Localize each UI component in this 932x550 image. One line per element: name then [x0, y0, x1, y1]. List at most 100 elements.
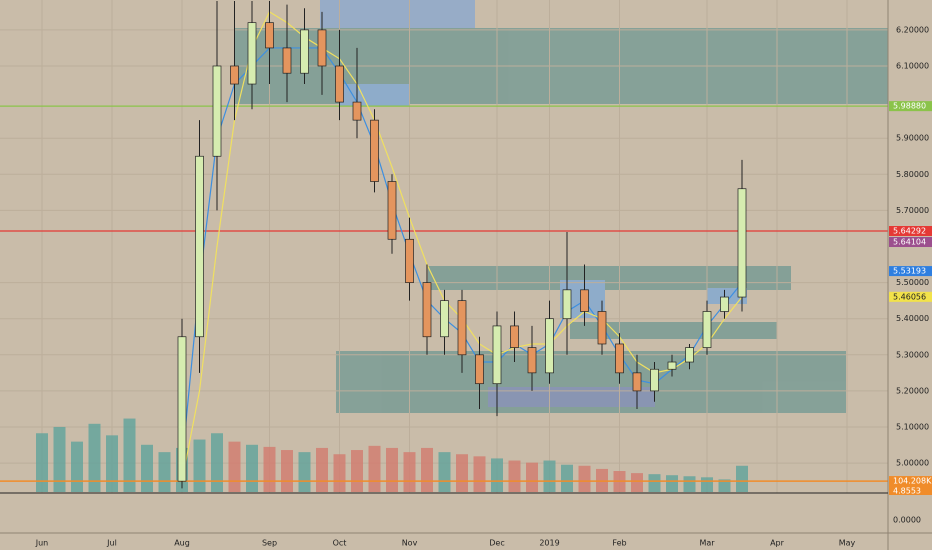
candle-body: [177, 336, 187, 482]
volume-bar: [298, 452, 311, 492]
low-label: 4.8553: [893, 487, 921, 496]
candle-body: [352, 101, 362, 121]
volume-bar: [141, 444, 153, 492]
price-label: 5.98880: [893, 102, 926, 111]
candle-body: [702, 311, 712, 348]
volume-label-box: [889, 476, 932, 487]
candle-body: [562, 289, 572, 320]
candle-body: [247, 22, 257, 85]
candle-body: [737, 188, 747, 298]
volume-bar: [403, 452, 416, 492]
volume-bar: [53, 426, 66, 492]
x-tick-label: Sep: [262, 539, 277, 548]
candle-body: [405, 238, 414, 283]
price-label: 5.64292: [893, 227, 926, 236]
volume-bar: [491, 458, 503, 492]
candle-body: [650, 368, 659, 392]
price-label-box: [889, 237, 932, 248]
candle-body: [615, 343, 624, 374]
zone: [340, 84, 410, 106]
price-label: 5.64104: [893, 238, 926, 247]
y-tick-label: 5.20000: [896, 386, 929, 395]
candle-body: [580, 289, 589, 312]
volume-bar: [316, 447, 328, 492]
candle-body: [457, 300, 467, 356]
volume-bar: [718, 479, 731, 492]
volume-bar: [106, 435, 118, 492]
volume-bar: [211, 433, 223, 492]
zone: [428, 266, 791, 290]
y-tick-label: 5.90000: [896, 134, 929, 143]
volume-bar: [508, 460, 521, 492]
candle-body: [510, 325, 519, 348]
x-tick-label: Oct: [333, 539, 347, 548]
volume-bar: [36, 433, 48, 492]
volume-bar: [333, 454, 346, 492]
y-tick-label: 5.40000: [896, 314, 929, 323]
volume-bar: [71, 441, 83, 492]
volume-bar: [701, 477, 713, 492]
volume-bar: [648, 474, 661, 492]
volume-bar: [123, 418, 136, 492]
volume-bar: [543, 460, 556, 492]
x-tick-label: 2019: [539, 539, 559, 548]
candle-body: [422, 282, 432, 338]
candle-body: [440, 300, 449, 338]
x-tick-label: Mar: [699, 539, 715, 548]
y-tick-label: 5.80000: [896, 170, 929, 179]
volume-bar: [88, 423, 101, 492]
volume-bar: [631, 473, 643, 492]
zone: [707, 288, 747, 304]
candle-body: [317, 29, 327, 67]
zone: [488, 387, 655, 407]
volume-bar: [421, 447, 433, 492]
volume-bar: [386, 447, 398, 492]
candle-body: [632, 372, 642, 392]
volume-bar: [473, 456, 486, 492]
volume-bar: [228, 441, 241, 492]
volume-bar: [438, 452, 451, 492]
candle-body: [195, 155, 204, 338]
volume-bar: [246, 444, 258, 492]
price-label-box: [889, 266, 932, 277]
candle-body: [230, 65, 239, 85]
candle-body: [282, 47, 292, 74]
candle-body: [685, 347, 694, 363]
volume-bar: [526, 462, 538, 492]
pane2-label: 0.0000: [893, 516, 921, 525]
candle-body: [492, 325, 502, 385]
volume-bar: [578, 465, 591, 492]
price-label: 5.46056: [893, 292, 926, 301]
candle-body: [527, 347, 537, 374]
price-label-box: [889, 226, 932, 237]
x-tick-label: Jun: [35, 539, 49, 548]
x-tick-label: Nov: [402, 539, 418, 548]
x-tick-label: May: [839, 539, 856, 548]
volume-bar: [368, 445, 381, 492]
candle-body: [335, 65, 344, 103]
x-tick-label: Feb: [612, 539, 626, 548]
candle-body: [300, 29, 309, 74]
price-label-box: [889, 291, 932, 302]
x-tick-label: Dec: [489, 539, 504, 548]
candle-body: [667, 361, 677, 370]
y-tick-label: 5.10000: [896, 423, 929, 432]
y-tick-label: 5.00000: [896, 459, 929, 468]
volume-bar: [193, 439, 206, 492]
volume-bar: [158, 452, 171, 492]
price-label: 5.53193: [893, 267, 926, 276]
plot: [0, 0, 888, 493]
y-tick-label: 5.30000: [896, 350, 929, 359]
volume-bar: [456, 454, 468, 492]
volume-bar: [736, 465, 748, 492]
x-tick-label: Apr: [770, 539, 785, 548]
x-tick-label: Aug: [174, 539, 190, 548]
y-tick-label: 5.70000: [896, 206, 929, 215]
candle-body: [387, 181, 397, 240]
candle-body: [475, 354, 484, 385]
volume-bar: [351, 450, 363, 492]
volume-bar: [281, 450, 293, 492]
candle-body: [720, 296, 729, 312]
candle-body: [545, 318, 554, 374]
candle-body: [597, 311, 607, 345]
